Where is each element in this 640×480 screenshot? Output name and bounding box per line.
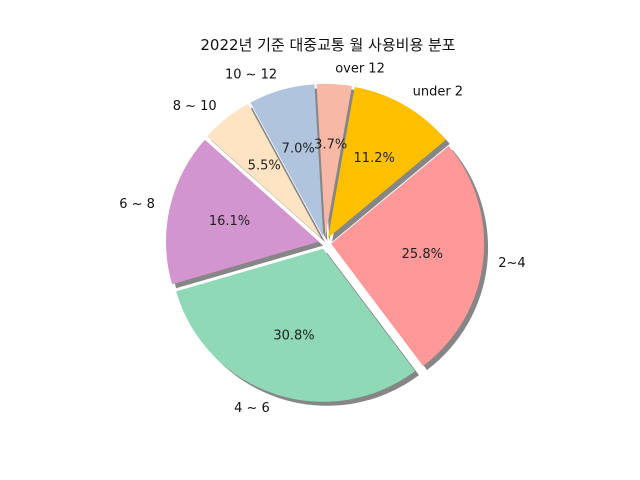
category-label-over-12: over 12 [335,61,385,76]
pie-slices [166,83,485,402]
pct-label-10-12: 7.0% [282,141,315,156]
category-label-8-10: 8 ~ 10 [173,99,217,114]
pct-label-over-12: 3.7% [314,138,347,153]
slice-10-12 [250,84,324,238]
slice-6-8 [166,139,320,285]
pct-label-8-10: 5.5% [248,159,281,174]
category-label-under-2: under 2 [413,85,463,100]
category-label-10-12: 10 ~ 12 [225,68,277,83]
slice-8-10 [207,103,322,239]
pie-labels: 11.2% under 2 25.8% 2~4 30.8% 4 ~ 6 16.1% 6 ~ 8… [119,61,525,416]
category-label-4-6: 4 ~ 6 [234,401,270,416]
pct-label-2-4: 25.8% [402,247,443,262]
slice-over-12 [316,83,352,237]
category-label-6-8: 6 ~ 8 [119,197,155,212]
pct-label-under-2: 11.2% [354,151,395,166]
slice-4-6 [176,248,415,402]
slice-2-4 [331,145,485,367]
pct-label-6-8: 16.1% [209,214,250,229]
chart-title: 2022년 기준 대중교통 월 사용비용 분포 [200,36,455,54]
pct-label-4-6: 30.8% [273,328,314,343]
category-label-2-4: 2~4 [498,256,525,271]
slice-under-2 [328,87,446,238]
